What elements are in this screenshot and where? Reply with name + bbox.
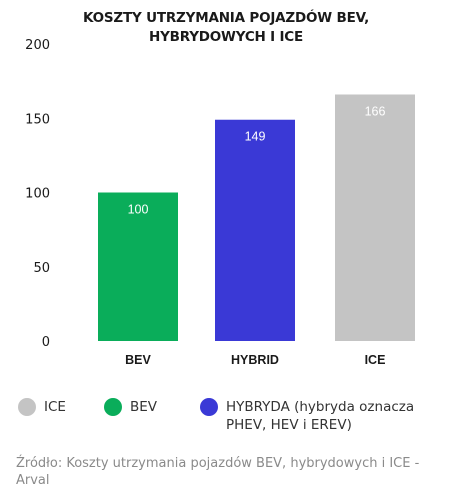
y-tick-label-100: 100 bbox=[25, 187, 50, 202]
chart-title-line-2: HYBRYDOWYCH I ICE bbox=[148, 29, 304, 45]
chart-title: KOSZTY UTRZYMANIA POJAZDÓW BEV, HYBRYDOW… bbox=[0, 9, 452, 47]
legend-item-bev: BEV bbox=[104, 398, 157, 416]
legend-item-hybryda: HYBRYDA (hybryda oznacza PHEV, HEV i ERE… bbox=[200, 398, 414, 434]
bar-bev bbox=[98, 192, 178, 341]
legend-swatch-bev bbox=[104, 398, 122, 416]
y-tick-label-150: 150 bbox=[25, 112, 50, 127]
legend-label-bev: BEV bbox=[130, 399, 158, 415]
x-tick-label-bev: BEV bbox=[125, 353, 151, 367]
y-tick-label-200: 200 bbox=[25, 38, 50, 53]
source-note: Źródło: Koszty utrzymania pojazdów BEV, … bbox=[16, 456, 420, 488]
legend-label-ice: ICE bbox=[44, 399, 66, 415]
x-tick-label-hybrid: HYBRID bbox=[231, 353, 279, 367]
data-label-ice: 166 bbox=[365, 104, 386, 118]
bar-chart: 0 50 100 150 200 100 BEV 149 HYBRID 166 ICE bbox=[25, 38, 415, 367]
chart-legend: ICE BEV HYBRYDA (hybryda oznacza PHEV, H… bbox=[0, 398, 452, 442]
data-label-bev: 100 bbox=[128, 203, 149, 217]
legend-swatch-hybryda bbox=[200, 398, 218, 416]
legend-label-hybryda-line-2: PHEV, HEV i EREV) bbox=[226, 417, 352, 433]
legend-label-hybryda: HYBRYDA (hybryda oznacza PHEV, HEV i ERE… bbox=[226, 398, 414, 434]
x-tick-label-ice: ICE bbox=[365, 353, 386, 367]
chart-title-line-1: KOSZTY UTRZYMANIA POJAZDÓW BEV, bbox=[82, 10, 370, 26]
legend-item-ice: ICE bbox=[18, 398, 66, 416]
bar-ice bbox=[335, 94, 415, 342]
y-tick-label-50: 50 bbox=[33, 261, 50, 276]
bar-hybrid bbox=[215, 119, 295, 341]
legend-label-hybryda-line-1: HYBRYDA (hybryda oznacza bbox=[226, 399, 415, 415]
data-label-hybrid: 149 bbox=[245, 130, 266, 144]
y-tick-label-0: 0 bbox=[42, 335, 50, 350]
legend-swatch-ice bbox=[18, 398, 36, 416]
